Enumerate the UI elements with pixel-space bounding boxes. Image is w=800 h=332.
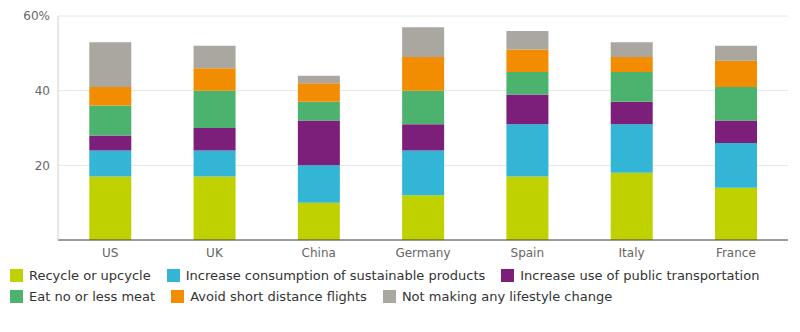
svg-text:China: China bbox=[302, 246, 336, 260]
html-text:Eat no or less meat: Eat no or less meat bbox=[29, 289, 156, 304]
html-text:Recycle or upcycle: Recycle or upcycle bbox=[29, 268, 151, 283]
html-text:Not making any lifestyle chang: Not making any lifestyle change bbox=[401, 289, 613, 304]
svg-text:Italy: Italy bbox=[619, 246, 645, 260]
svg-text:20: 20 bbox=[35, 159, 50, 173]
svg-text:40: 40 bbox=[35, 84, 50, 98]
svg-text:US: US bbox=[102, 246, 118, 260]
html-text:Increase consumption of sustai: Increase consumption of sustainable prod… bbox=[185, 268, 486, 283]
svg-text:France: France bbox=[716, 246, 756, 260]
svg-text:Spain: Spain bbox=[511, 246, 545, 260]
html-text:Increase use of public transpo: Increase use of public transportation bbox=[520, 268, 760, 283]
svg-text:UK: UK bbox=[206, 246, 224, 260]
svg-text:Germany: Germany bbox=[395, 246, 450, 260]
html-text:Avoid short distance flights: Avoid short distance flights bbox=[190, 289, 367, 304]
svg-text:60%: 60% bbox=[23, 9, 50, 23]
